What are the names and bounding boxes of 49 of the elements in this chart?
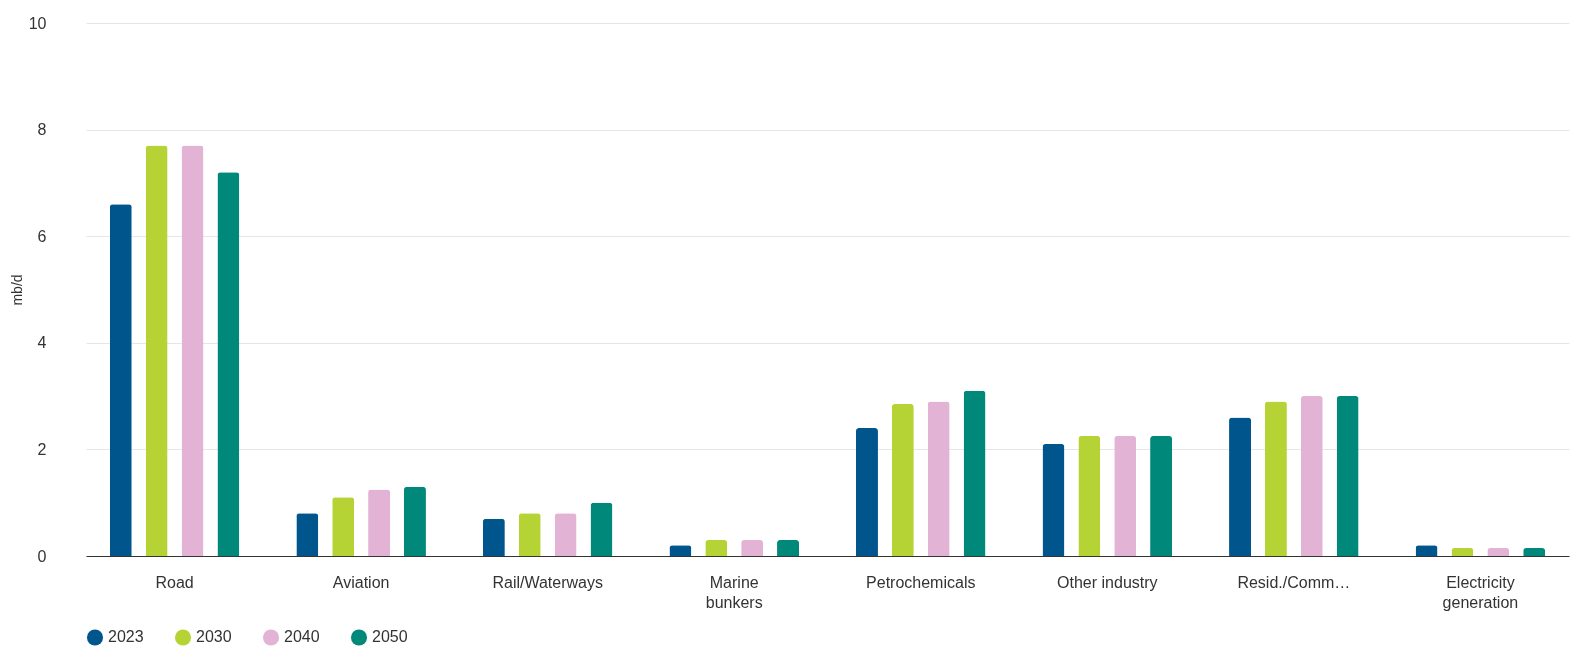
bar xyxy=(403,486,426,556)
bar xyxy=(855,428,878,556)
x-tick-label: Electricity generation xyxy=(1442,573,1519,611)
bar xyxy=(332,497,355,556)
bar xyxy=(963,390,986,556)
bar xyxy=(1078,436,1101,556)
y-tick-label: 0 xyxy=(37,547,47,565)
bar xyxy=(482,518,505,556)
bar xyxy=(1487,548,1510,556)
bar xyxy=(518,513,541,556)
bar xyxy=(1264,401,1287,556)
y-tick-label: 10 xyxy=(28,14,47,32)
bar xyxy=(777,540,800,556)
legend-label: 2050 xyxy=(372,628,408,646)
bar xyxy=(554,513,577,556)
bar xyxy=(1150,436,1173,556)
y-axis-title: mb/d xyxy=(8,274,25,306)
bar xyxy=(217,172,240,556)
bar xyxy=(1336,396,1359,556)
x-tick-label: Resid./Comm… xyxy=(1237,573,1351,591)
bar xyxy=(1300,396,1323,556)
bar xyxy=(109,204,132,556)
x-tick-label: Rail/Waterways xyxy=(492,573,603,591)
x-tick-label: Petrochemicals xyxy=(866,573,976,591)
bar xyxy=(145,145,168,556)
bar xyxy=(705,540,728,556)
y-tick-label: 6 xyxy=(37,227,47,245)
bar xyxy=(1523,548,1546,556)
bar xyxy=(590,502,613,556)
y-tick-label: 4 xyxy=(37,334,47,352)
bar xyxy=(368,489,391,556)
legend-label: 2030 xyxy=(196,628,232,646)
y-tick-label: 2 xyxy=(37,440,47,458)
legend-label: 2023 xyxy=(108,628,144,646)
x-tick-label: Aviation xyxy=(332,573,390,591)
bar xyxy=(1114,436,1137,556)
bar xyxy=(1451,548,1474,556)
x-tick-label: Other industry xyxy=(1057,573,1158,591)
bar xyxy=(296,513,319,556)
bar xyxy=(1229,417,1252,556)
bar xyxy=(891,404,914,556)
x-tick-label: Marine bunkers xyxy=(705,573,763,611)
bar xyxy=(741,540,764,556)
bar xyxy=(1042,444,1065,556)
x-tick-label: Road xyxy=(155,573,194,591)
y-tick-label: 8 xyxy=(37,121,47,139)
bar xyxy=(927,401,950,556)
legend-label: 2040 xyxy=(284,628,320,646)
bar xyxy=(181,145,204,556)
